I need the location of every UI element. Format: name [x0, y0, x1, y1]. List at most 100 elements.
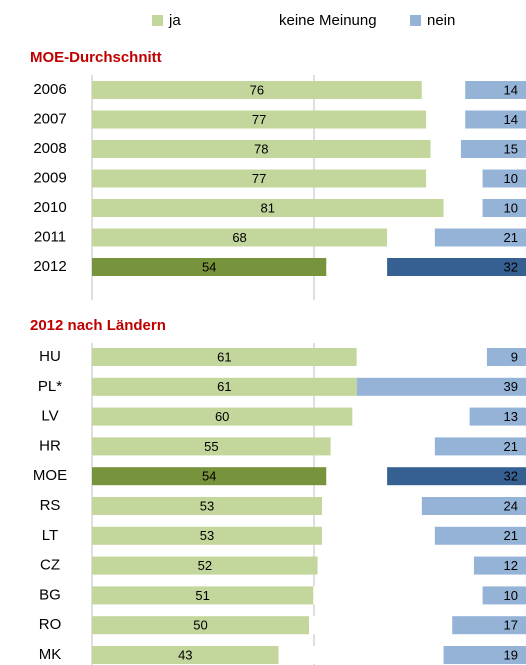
bar: [356, 377, 526, 396]
legend-swatch: [152, 15, 163, 26]
bar: [92, 81, 422, 99]
y-tick-label: HR: [39, 437, 61, 454]
value-label: 50: [193, 618, 207, 633]
y-tick-label: 2008: [33, 140, 66, 157]
y-tick-label: LV: [41, 408, 58, 425]
value-label: 32: [504, 469, 518, 484]
bar: [92, 228, 388, 247]
y-tick-label: RS: [40, 497, 61, 514]
value-label: 81: [261, 200, 275, 215]
value-label: 17: [504, 618, 518, 633]
bar: [92, 199, 444, 217]
bar: [426, 169, 483, 188]
legend-label: keine Meinung: [279, 12, 377, 29]
value-label: 51: [195, 588, 209, 603]
value-label: 15: [504, 141, 518, 156]
legend-label: ja: [168, 12, 181, 29]
bar: [92, 556, 318, 575]
value-label: 13: [504, 409, 518, 424]
bar: [482, 586, 526, 605]
value-label: 77: [252, 112, 266, 127]
value-label: 53: [200, 498, 214, 513]
bar: [387, 258, 526, 276]
value-label: 21: [504, 439, 518, 454]
y-tick-label: PL*: [38, 378, 62, 395]
bar: [322, 526, 435, 545]
y-tick-label: 2012: [33, 258, 66, 275]
bar: [92, 437, 331, 456]
value-label: 54: [202, 469, 216, 484]
bar: [330, 437, 435, 456]
bar: [92, 348, 357, 366]
value-label: 39: [504, 379, 518, 394]
value-label: 43: [178, 647, 192, 662]
y-tick-label: MK: [39, 646, 62, 663]
bar: [309, 616, 453, 635]
bar: [92, 110, 427, 129]
value-label: 10: [504, 588, 518, 603]
y-tick-label: 2009: [33, 169, 66, 186]
bar: [317, 556, 474, 575]
bar: [387, 467, 526, 486]
bar: [421, 81, 466, 99]
bar: [426, 110, 466, 129]
value-label: 60: [215, 409, 229, 424]
bar: [434, 228, 526, 247]
bar: [482, 169, 526, 188]
value-label: 61: [217, 379, 231, 394]
bar: [486, 348, 526, 366]
bar: [322, 497, 422, 515]
value-label: 10: [504, 200, 518, 215]
bar: [452, 616, 526, 635]
bar: [469, 407, 526, 426]
bar: [92, 526, 323, 545]
bar: [92, 258, 327, 276]
bar: [92, 169, 427, 188]
bar: [92, 377, 357, 396]
bar: [313, 586, 483, 605]
legend-swatch: [410, 15, 421, 26]
bar: [443, 646, 526, 664]
legend-swatch: [262, 15, 273, 26]
value-label: 21: [504, 528, 518, 543]
y-tick-label: LT: [42, 527, 58, 544]
bar: [92, 140, 431, 158]
y-tick-label: RO: [39, 616, 62, 633]
value-label: 21: [504, 230, 518, 245]
legend-label: nein: [427, 12, 455, 29]
bar: [326, 258, 388, 276]
bar: [473, 556, 526, 575]
value-label: 14: [504, 82, 518, 97]
value-label: 55: [204, 439, 218, 454]
value-label: 76: [250, 82, 264, 97]
bar: [92, 497, 323, 515]
value-label: 53: [200, 528, 214, 543]
y-tick-label: HU: [39, 348, 61, 365]
value-label: 12: [504, 558, 518, 573]
section-title: MOE-Durchschnitt: [30, 49, 162, 66]
y-tick-label: BG: [39, 586, 61, 603]
value-label: 78: [254, 141, 268, 156]
bar: [92, 646, 279, 664]
y-tick-label: CZ: [40, 557, 60, 574]
y-tick-label: 2010: [33, 199, 66, 216]
bar: [443, 199, 483, 217]
y-tick-label: 2011: [34, 228, 66, 245]
bar: [352, 407, 470, 426]
value-label: 52: [198, 558, 212, 573]
value-label: 9: [511, 349, 518, 364]
value-label: 10: [504, 171, 518, 186]
value-label: 32: [504, 259, 518, 274]
bar: [278, 646, 444, 664]
value-label: 14: [504, 112, 518, 127]
bar: [421, 497, 526, 515]
bar: [326, 467, 388, 486]
value-label: 68: [232, 230, 246, 245]
bar: [356, 348, 487, 366]
y-tick-label: MOE: [33, 467, 67, 484]
bar: [465, 81, 526, 99]
value-label: 61: [217, 349, 231, 364]
bar: [434, 526, 526, 545]
value-label: 54: [202, 259, 216, 274]
